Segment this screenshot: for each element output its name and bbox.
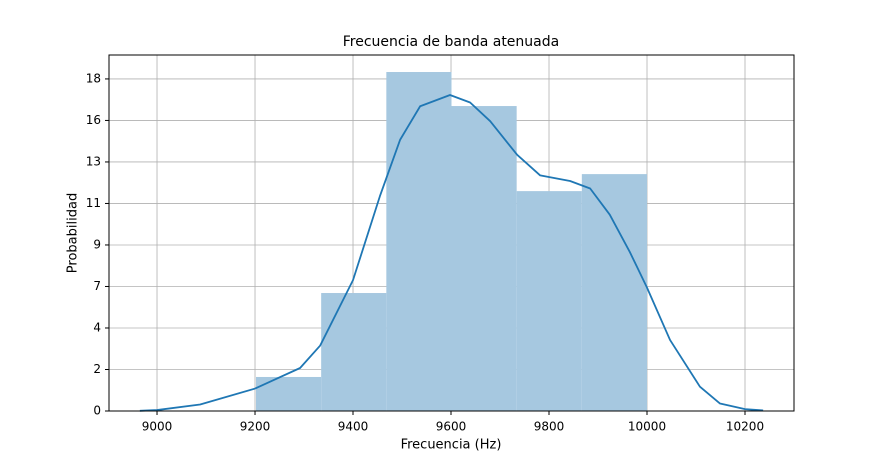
bar [321,293,387,411]
bar [581,174,648,411]
x-tick-label: 9200 [240,420,271,434]
bar [386,72,452,411]
marks [139,72,764,412]
x-tick-label: 9800 [534,420,565,434]
y-tick-label: 2 [93,362,101,376]
x-tick-label: 9400 [338,420,369,434]
y-tick-label: 13 [86,154,101,168]
y-tick-label: 4 [93,320,101,334]
x-axis-label: Frecuencia (Hz) [401,438,502,453]
x-tick-label: 10000 [628,420,666,434]
y-tick-label: 16 [86,113,101,127]
y-tick-label: 0 [93,404,101,418]
y-tick-label: 9 [93,237,101,251]
bar [516,191,582,411]
bar [255,376,322,411]
bar [451,106,517,411]
y-tick-label: 7 [93,279,101,293]
y-tick-label: 18 [86,71,101,85]
kde-line [139,94,764,412]
x-tick-label: 9000 [142,420,173,434]
y-tick-label: 11 [86,196,101,210]
y-axis-label: Probabilidad [66,193,81,273]
x-tick-label: 9600 [436,420,467,434]
x-tick-label: 10200 [726,420,764,434]
chart-title: Frecuencia de banda atenuada [343,34,559,50]
ticks: 9000 9200 9400 9600 9800 10000 10200 0 2 4 7 9 11 13 1… [86,71,764,433]
